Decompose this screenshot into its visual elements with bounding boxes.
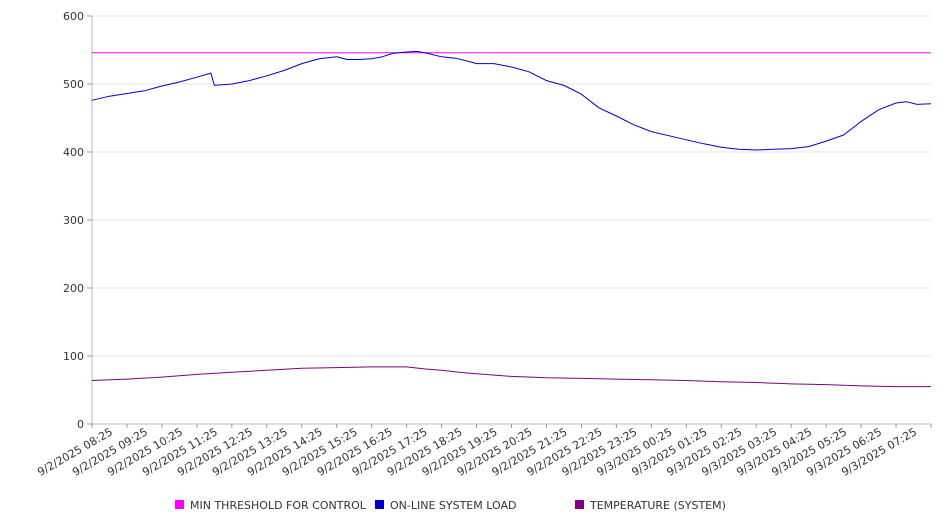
y-axis-ticks: 0 100 200 300 400 500 600 [63, 10, 92, 431]
y-tick-label: 100 [63, 350, 84, 363]
series-line-2 [91, 50, 932, 151]
legend-swatch [575, 500, 584, 509]
y-tick-label: 200 [63, 282, 84, 295]
y-tick-label: 0 [77, 418, 84, 431]
legend-label: MIN THRESHOLD FOR CONTROL [190, 499, 367, 512]
series-line-3 [91, 366, 931, 388]
legend-swatch [375, 500, 384, 509]
y-tick-label: 300 [63, 214, 84, 227]
y-tick-label: 400 [63, 146, 84, 159]
legend-swatch [175, 500, 184, 509]
y-tick-label: 500 [63, 78, 84, 91]
legend-label: ON-LINE SYSTEM LOAD [390, 499, 516, 512]
series-lines [91, 50, 932, 388]
x-axis-ticks: 9/2/2025 08:259/2/2025 09:259/2/2025 10:… [35, 424, 932, 479]
legend-label: TEMPERATURE (SYSTEM) [589, 499, 726, 512]
y-tick-label: 600 [63, 10, 84, 23]
legend: MIN THRESHOLD FOR CONTROL ON-LINE SYSTEM … [175, 499, 726, 512]
